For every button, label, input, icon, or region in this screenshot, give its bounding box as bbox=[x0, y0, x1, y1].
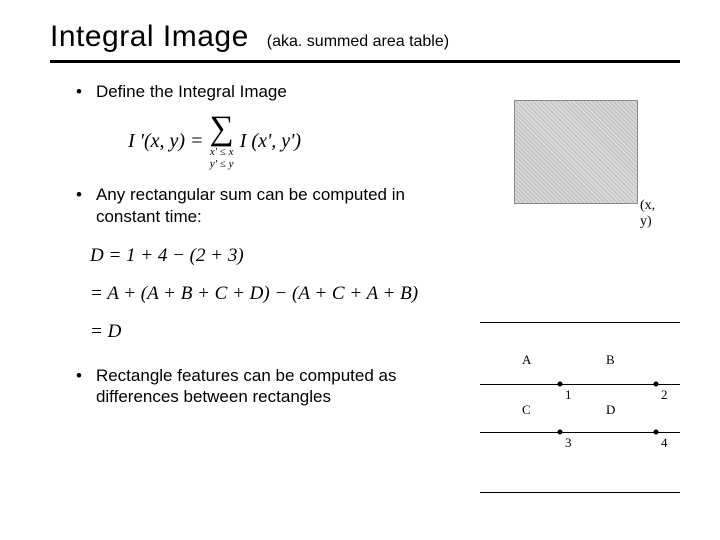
bullet-2-text: Any rectangular sum can be computed in c… bbox=[96, 184, 436, 227]
derivation-line-2: = A + (A + B + C + D) − (A + C + A + B) bbox=[90, 283, 418, 304]
title-row: Integral Image (aka. summed area table) bbox=[50, 20, 680, 63]
formula-rhs: I (x', y') bbox=[240, 130, 301, 153]
formula-lhs: I '(x, y) = bbox=[128, 130, 204, 153]
slide-subtitle: (aka. summed area table) bbox=[267, 33, 449, 51]
bullet-3-text: Rectangle features can be computed as di… bbox=[96, 365, 436, 408]
region-label-d: D bbox=[606, 402, 615, 418]
grid-hline bbox=[480, 384, 680, 385]
corner-point-p1 bbox=[558, 382, 563, 387]
corner-point-p2 bbox=[654, 382, 659, 387]
derivation-line-3: = D bbox=[90, 321, 121, 342]
grid-hline bbox=[480, 322, 680, 323]
shaded-region bbox=[514, 100, 638, 204]
corner-label-p4: 4 bbox=[661, 435, 668, 451]
bullet-1-text: Define the Integral Image bbox=[96, 81, 287, 102]
grid-hline bbox=[480, 432, 680, 433]
abcd-diagram: A B C D 1 2 3 4 bbox=[480, 322, 680, 512]
region-label-c: C bbox=[522, 402, 531, 418]
sigma-limit-1: x' ≤ x bbox=[210, 146, 234, 158]
corner-point-p3 bbox=[558, 430, 563, 435]
corner-point-p4 bbox=[654, 430, 659, 435]
slide-title: Integral Image bbox=[50, 20, 249, 54]
sigma-operator: ∑ x' ≤ x y' ≤ y bbox=[210, 112, 234, 170]
corner-label-p2: 2 bbox=[661, 387, 668, 403]
xy-point-label: (x, y) bbox=[640, 198, 662, 230]
corner-label-p3: 3 bbox=[565, 435, 572, 451]
region-label-b: B bbox=[606, 352, 615, 368]
integral-image-diagram: (x, y) bbox=[514, 100, 662, 218]
bullet-dot-icon: • bbox=[76, 81, 82, 102]
region-label-a: A bbox=[522, 352, 531, 368]
sigma-symbol: ∑ bbox=[210, 112, 234, 146]
bullet-dot-icon: • bbox=[76, 365, 82, 408]
derivation-line-1: D = 1 + 4 − (2 + 3) bbox=[90, 245, 244, 266]
grid-hline bbox=[480, 492, 680, 493]
sigma-limit-2: y' ≤ y bbox=[210, 158, 234, 170]
corner-label-p1: 1 bbox=[565, 387, 572, 403]
bullet-dot-icon: • bbox=[76, 184, 82, 227]
